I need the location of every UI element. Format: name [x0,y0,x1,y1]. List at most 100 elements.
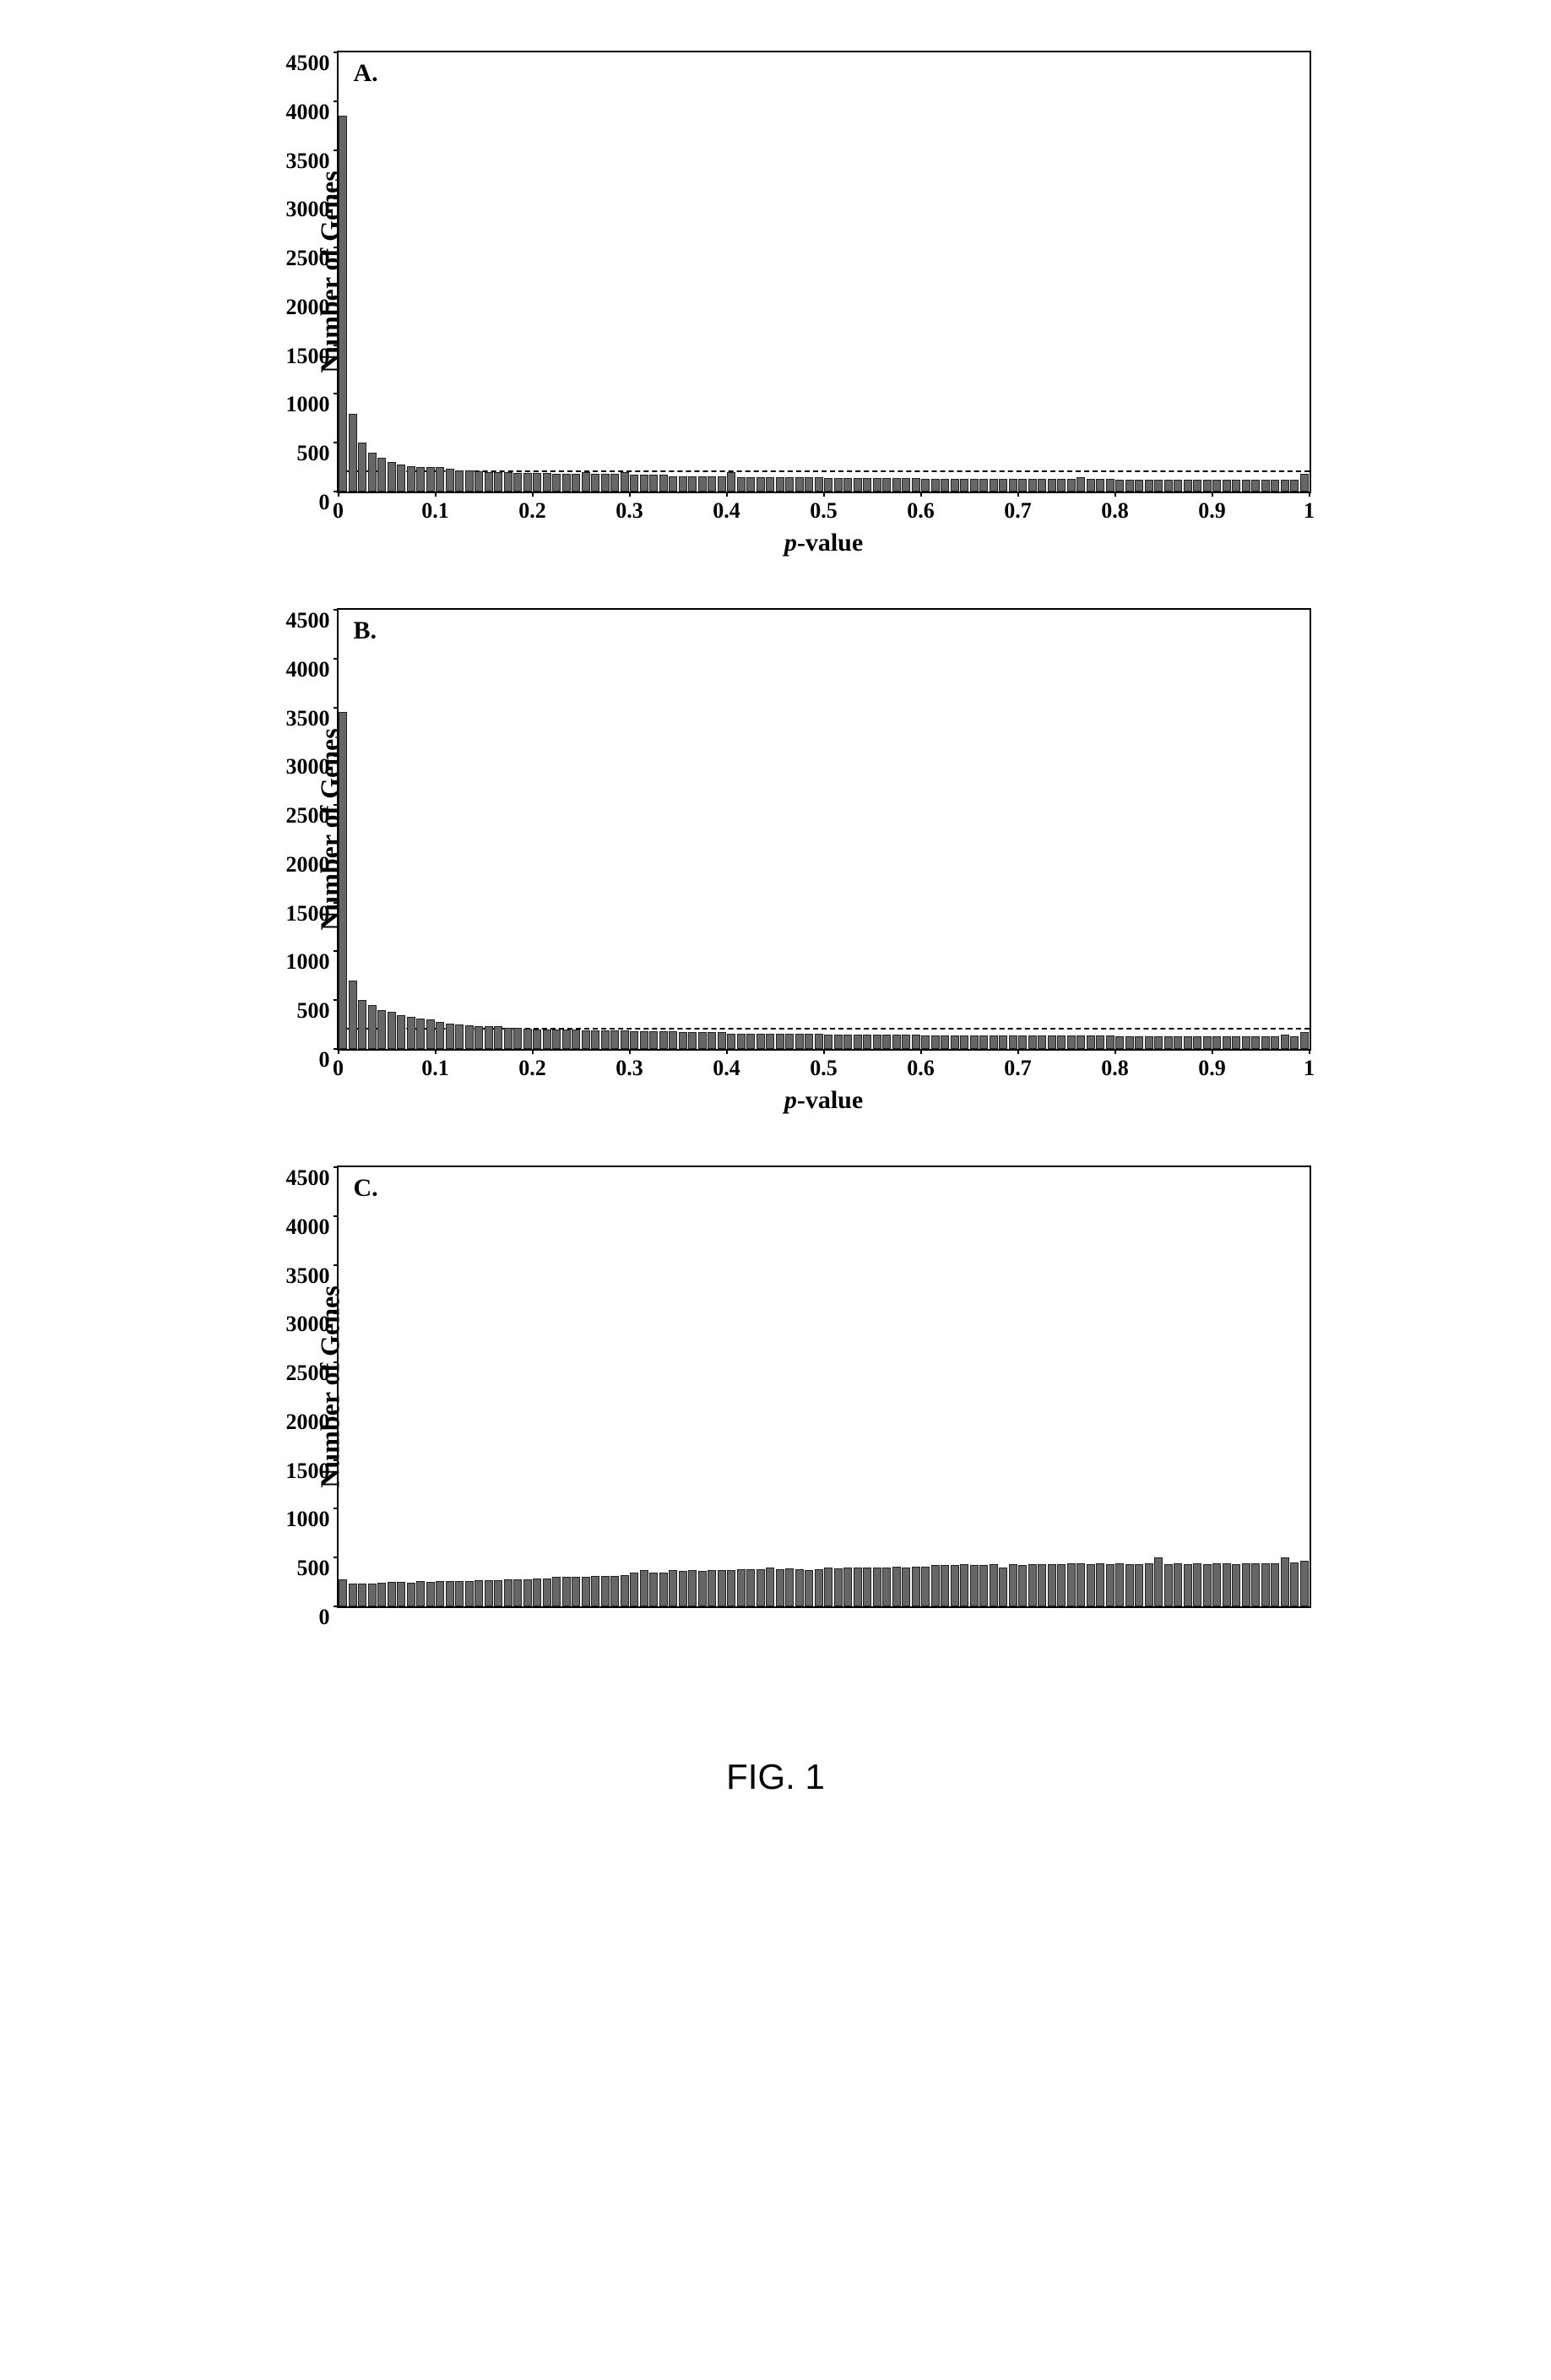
histogram-bar [824,1568,832,1606]
histogram-bar [1164,480,1173,492]
histogram-bar [630,1573,638,1606]
y-tick-label: 3000 [286,197,339,222]
histogram-bar [727,472,735,492]
x-tick-mark [629,1049,631,1054]
y-tick-mark [334,853,339,855]
histogram-bar [999,1568,1007,1606]
histogram-bar [416,467,425,492]
histogram-bar [572,1030,580,1049]
histogram-bar [698,1032,707,1049]
histogram-bar [407,1017,415,1049]
histogram-bar [746,477,755,492]
histogram-bar [931,479,940,492]
histogram-bar [1261,1563,1270,1606]
histogram-bar [630,475,638,492]
histogram-bar [659,1573,668,1606]
histogram-bar [1057,1564,1066,1606]
histogram-bar [990,479,998,492]
histogram-bar [1067,1563,1076,1606]
histogram-bar [504,472,512,492]
histogram-bar [1251,480,1260,492]
histogram-bar [1125,1564,1134,1606]
histogram-bar [737,1034,746,1049]
histogram-bar [1242,1563,1250,1606]
y-tick-mark [334,1166,339,1168]
y-tick-label: 2500 [286,803,339,829]
histogram-bar [921,1035,930,1049]
histogram-bar [1028,1035,1037,1049]
histogram-bar [601,474,610,492]
y-tick-mark [334,1557,339,1558]
histogram-bar [1203,1564,1212,1606]
x-tick-mark [726,492,728,497]
histogram-bar [368,1584,377,1606]
histogram-bar [892,478,901,492]
histogram-bar [776,1034,784,1049]
histogram-bar [679,1032,687,1049]
histogram-bar [834,1568,843,1606]
x-tick-mark [920,1049,922,1054]
histogram-bar [941,1565,949,1606]
histogram-bar [562,1030,571,1049]
histogram-bar [1009,1564,1017,1606]
histogram-bar [785,1568,794,1606]
histogram-bar [824,478,832,492]
y-tick-label: 1000 [286,949,339,975]
histogram-bar [1154,480,1163,492]
histogram-bar [1057,1035,1066,1049]
y-tick-label: 500 [297,441,339,466]
x-tick-mark [338,492,339,497]
histogram-bar [718,1570,726,1606]
y-tick-label: 4500 [286,1166,339,1191]
histogram-bar [737,477,746,492]
histogram-bar [970,479,979,492]
histogram-bar [1281,1557,1289,1606]
histogram-bar [358,1584,366,1606]
y-tick-label: 3500 [286,706,339,731]
histogram-bar [1048,1035,1056,1049]
histogram-bar [1154,1036,1163,1049]
y-tick-label: 2000 [286,295,339,320]
chart-panel-C: C.Number of Genes05001000150020002500300… [252,1149,1350,1672]
histogram-bar [776,1569,784,1606]
histogram-bar [1135,480,1143,492]
histogram-bar [1087,1035,1095,1049]
x-tick-mark [1309,1049,1310,1054]
histogram-bar [854,478,862,492]
histogram-bar [805,1570,813,1606]
chart-panel-A: A.Number of Genesp-value0500100015002000… [252,34,1350,557]
histogram-bar [805,477,813,492]
histogram-bar [902,1035,910,1049]
histogram-bar [970,1035,979,1049]
histogram-bar [621,472,629,492]
histogram-bar [1290,1562,1299,1606]
histogram-bar [388,1012,396,1049]
histogram-bar [1106,479,1114,492]
histogram-bar [649,1031,658,1049]
histogram-bar [562,474,571,492]
histogram-bar [591,1030,599,1049]
plot-area-A: A.Number of Genesp-value0500100015002000… [337,51,1311,493]
histogram-bar [1193,1036,1201,1049]
histogram-bar [1184,480,1192,492]
x-tick-mark [338,1049,339,1054]
histogram-bar [1145,480,1153,492]
histogram-bar [349,981,357,1049]
histogram-bar [485,472,493,492]
histogram-bar [698,1571,707,1606]
histogram-bar [960,1564,968,1606]
histogram-bar [446,1581,454,1606]
histogram-bar [1048,1564,1056,1606]
histogram-bar [339,1579,347,1606]
histogram-bar [1223,1563,1231,1606]
histogram-bar [776,477,784,492]
histogram-bar [533,1030,541,1049]
histogram-bar [446,469,454,492]
histogram-bar [912,1035,920,1049]
y-tick-label: 1000 [286,1507,339,1532]
histogram-bar [1261,480,1270,492]
histogram-bar [494,472,502,492]
histogram-bar [863,1568,871,1606]
histogram-bar [552,474,561,492]
x-tick-mark [532,1049,534,1054]
